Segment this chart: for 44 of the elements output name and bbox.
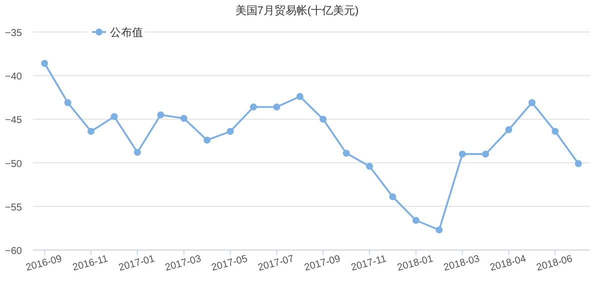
point: [320, 116, 327, 123]
point: [458, 150, 466, 158]
point: [552, 128, 559, 135]
point: [389, 193, 396, 200]
x-tick-label: 2017-07: [256, 253, 296, 274]
x-tick-label: 2017-05: [210, 253, 250, 274]
point: [505, 126, 512, 134]
x-tick-label: 2017-11: [350, 254, 388, 274]
y-tick-label: −50: [5, 158, 22, 170]
x-tick-label: 2018-04: [488, 253, 528, 274]
x-tick-label: 2016-11: [72, 254, 110, 274]
point: [482, 150, 490, 158]
point: [157, 111, 164, 118]
point: [250, 103, 257, 110]
point: [574, 160, 582, 168]
point: [528, 99, 536, 106]
x-tick-label: 2018-03: [442, 253, 482, 274]
point: [134, 148, 141, 156]
point: [342, 150, 350, 157]
x-tick-label: 2018-06: [535, 253, 574, 274]
point: [366, 162, 374, 170]
point: [64, 99, 72, 106]
legend-label: 公布值: [110, 27, 143, 39]
point: [204, 136, 211, 144]
point: [226, 128, 234, 135]
point: [110, 113, 118, 120]
x-tick-label: 2017-03: [164, 253, 203, 274]
y-tick-label: −40: [5, 72, 22, 83]
point: [296, 93, 304, 100]
point: [180, 114, 188, 122]
x-tick-label: 2017-01: [118, 253, 156, 274]
x-tick-label: 2016-09: [24, 253, 64, 274]
x-tick-label: 2017-09: [303, 253, 342, 274]
y-tick-label: −35: [5, 28, 22, 39]
y-tick-label: −45: [5, 115, 22, 126]
point: [41, 60, 48, 67]
point: [412, 216, 420, 224]
point: [273, 103, 280, 110]
point: [436, 226, 443, 234]
point: [88, 128, 95, 135]
chart-title: 美国7月贸易帐(十亿美元): [235, 4, 359, 17]
y-tick-label: −55: [5, 202, 22, 214]
y-tick-label: −60: [5, 246, 22, 257]
x-tick-label: 2018-01: [396, 253, 435, 274]
